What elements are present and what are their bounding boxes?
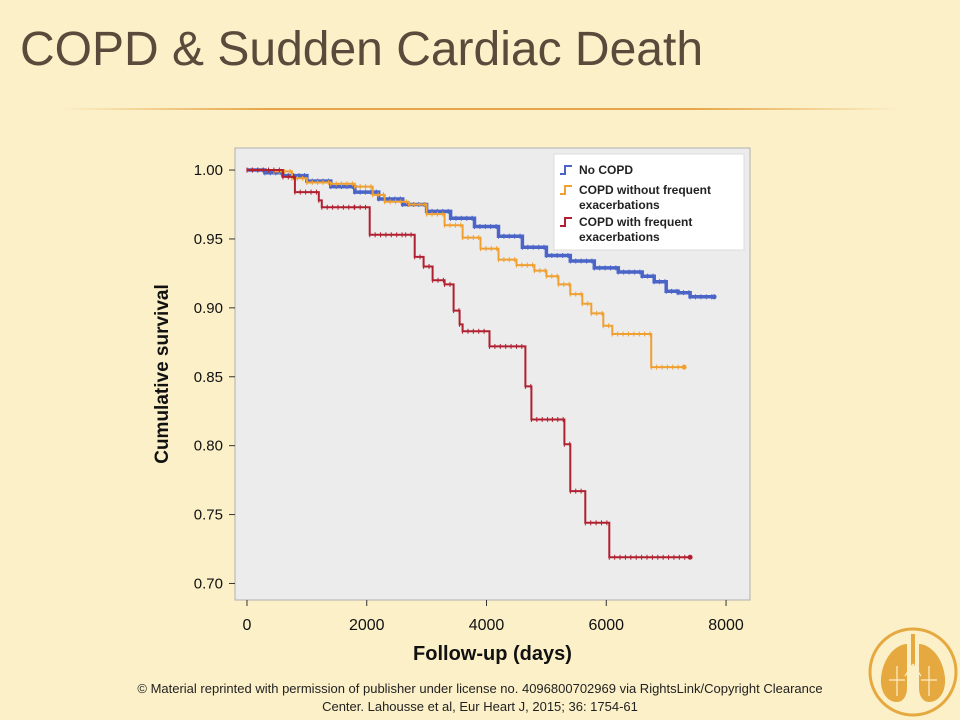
logo-bronchi	[889, 663, 937, 696]
series-end-point	[711, 294, 717, 300]
y-tick-label: 0.70	[194, 575, 223, 592]
legend: No COPD COPD without frequent exacerbation…	[553, 153, 745, 251]
y-tick-label: 0.95	[194, 231, 223, 248]
logo-ring	[868, 627, 958, 717]
y-tick-label: 0.90	[194, 300, 223, 317]
x-tick-label: 2000	[349, 617, 385, 634]
legend-swatch	[560, 185, 572, 195]
x-tick-label: 8000	[708, 617, 744, 634]
y-tick-label: 1.00	[194, 162, 223, 179]
series-3	[246, 167, 693, 560]
y-tick-label: 0.85	[194, 369, 223, 386]
x-axis-label: Follow-up (days)	[413, 643, 572, 665]
lungs-logo-icon	[868, 627, 958, 717]
logo-trachea	[911, 634, 915, 666]
title-divider	[60, 108, 900, 110]
x-tick-label: 6000	[588, 617, 624, 634]
series-2	[246, 167, 687, 370]
slide-title: COPD & Sudden Cardiac Death	[20, 23, 704, 76]
legend-label: COPD with frequent exacerbations	[579, 215, 692, 244]
series-end-point	[681, 364, 687, 370]
legend-label: COPD without frequent exacerbations	[579, 183, 711, 212]
y-axis-label: Cumulative survival	[152, 284, 173, 464]
x-tick-label: 4000	[469, 617, 505, 634]
legend-box	[553, 153, 745, 251]
logo-left-lung	[880, 644, 907, 702]
footer-line-2: Center. Lahousse et al, Eur Heart J, 201…	[322, 699, 638, 714]
y-tick-label: 0.75	[194, 507, 223, 524]
y-tick-label: 0.80	[194, 438, 223, 455]
footer-line-1: © Material reprinted with permission of …	[137, 681, 823, 696]
legend-label: No COPD	[579, 163, 633, 177]
x-tick-label: 0	[243, 617, 252, 634]
copyright-footer: © Material reprinted with permission of …	[60, 680, 900, 716]
series-end-point	[687, 554, 693, 560]
legend-swatch	[560, 217, 572, 227]
legend-swatch	[560, 165, 572, 175]
logo-right-lung	[919, 644, 946, 702]
